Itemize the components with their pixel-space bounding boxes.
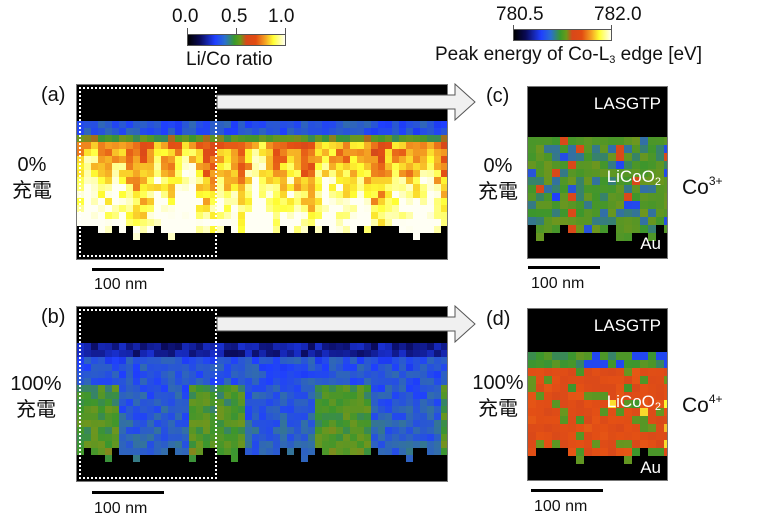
peak-energy-map-d-pixels [528,309,667,480]
peak-energy-map-c: LASGTP LiCoO2 Au [527,86,668,259]
licoratio-map-b [76,306,448,482]
colorbar-title-main: Peak energy of Co-L [435,44,610,65]
licoratio-map-b-pixels [77,307,447,481]
scale-label-a: 100 nm [94,276,148,293]
panel-letter-a: (a) [41,84,66,106]
ion-label-c: Co3+ [682,170,723,199]
scale-bar-b [92,491,164,494]
ion-label-d: Co4+ [682,388,723,417]
colorbar-tick [236,28,237,36]
colorbar-tick-label: 0.0 [172,6,199,27]
licoratio-map-a [76,84,448,260]
layer-label-bottom-d: Au [640,458,661,477]
layer-label-middle-main: LiCoO [606,167,655,186]
charge-state-label-a: 0% 充電 [12,154,52,202]
arrow-shape [216,304,476,344]
scale-label-d: 100 nm [534,498,588,515]
layer-label-middle-d: LiCoO2 [607,393,661,416]
zoom-region-outline-a [79,87,217,257]
zoom-arrow-a-to-c [216,82,476,122]
layer-label-bottom-c: Au [640,234,661,253]
peak-energy-map-d: LASGTP LiCoO2 Au [527,308,668,481]
licoratio-colorbar-group: 0.0 0.5 1.0 Li/Co ratio [170,0,310,72]
ion-label-main: Co [682,394,709,417]
zoom-arrow-b-to-d [216,304,476,344]
colorbar-title: Peak energy of Co-L3 edge [eV] [435,45,702,70]
colorbar-tick-label: 0.5 [221,6,248,27]
colorbar-tick-label: 1.0 [268,6,295,27]
scale-bar-d [531,489,603,492]
ion-label-charge: 3+ [708,174,723,188]
colorbar-tick-label: 780.5 [496,4,544,25]
charge-state-label-b: 100% 充電 [10,373,62,421]
scale-bar-a [92,268,164,271]
arrow-shape [216,82,476,122]
peak-energy-colorbar [513,29,612,41]
panel-letter-d: (d) [486,308,511,330]
layer-label-middle-sub: 2 [654,401,661,413]
colorbar-tick [285,28,286,36]
colorbar-title-subscript: 3 [609,54,616,66]
licoratio-colorbar [187,34,286,46]
colorbar-tick-label: 782.0 [594,4,642,25]
layer-label-top-d: LASGTP [593,316,661,335]
scale-bar-c [528,266,600,269]
peak-energy-map-c-pixels [528,87,667,258]
scale-label-c: 100 nm [531,275,585,292]
panel-letter-c: (c) [486,85,510,107]
charge-state-label-d: 100% 充電 [472,372,524,420]
colorbar-title-tail: edge [eV] [615,44,703,65]
ion-label-charge: 4+ [708,392,723,406]
colorbar-tick [187,28,188,36]
peak-energy-colorbar-group: 780.5 782.0 Peak energy of Co-L3 edge [e… [430,0,760,72]
scale-label-b: 100 nm [94,500,148,517]
charge-state-label-c: 0% 充電 [478,155,518,203]
licoratio-map-a-pixels [77,85,447,259]
ion-label-main: Co [682,176,709,199]
zoom-region-outline-b [79,309,217,479]
layer-label-middle-sub: 2 [654,176,661,188]
layer-label-middle-main: LiCoO [606,392,655,411]
layer-label-top-c: LASGTP [593,94,661,113]
panel-letter-b: (b) [41,306,66,328]
colorbar-title: Li/Co ratio [186,49,273,70]
layer-label-middle-c: LiCoO2 [607,168,661,191]
